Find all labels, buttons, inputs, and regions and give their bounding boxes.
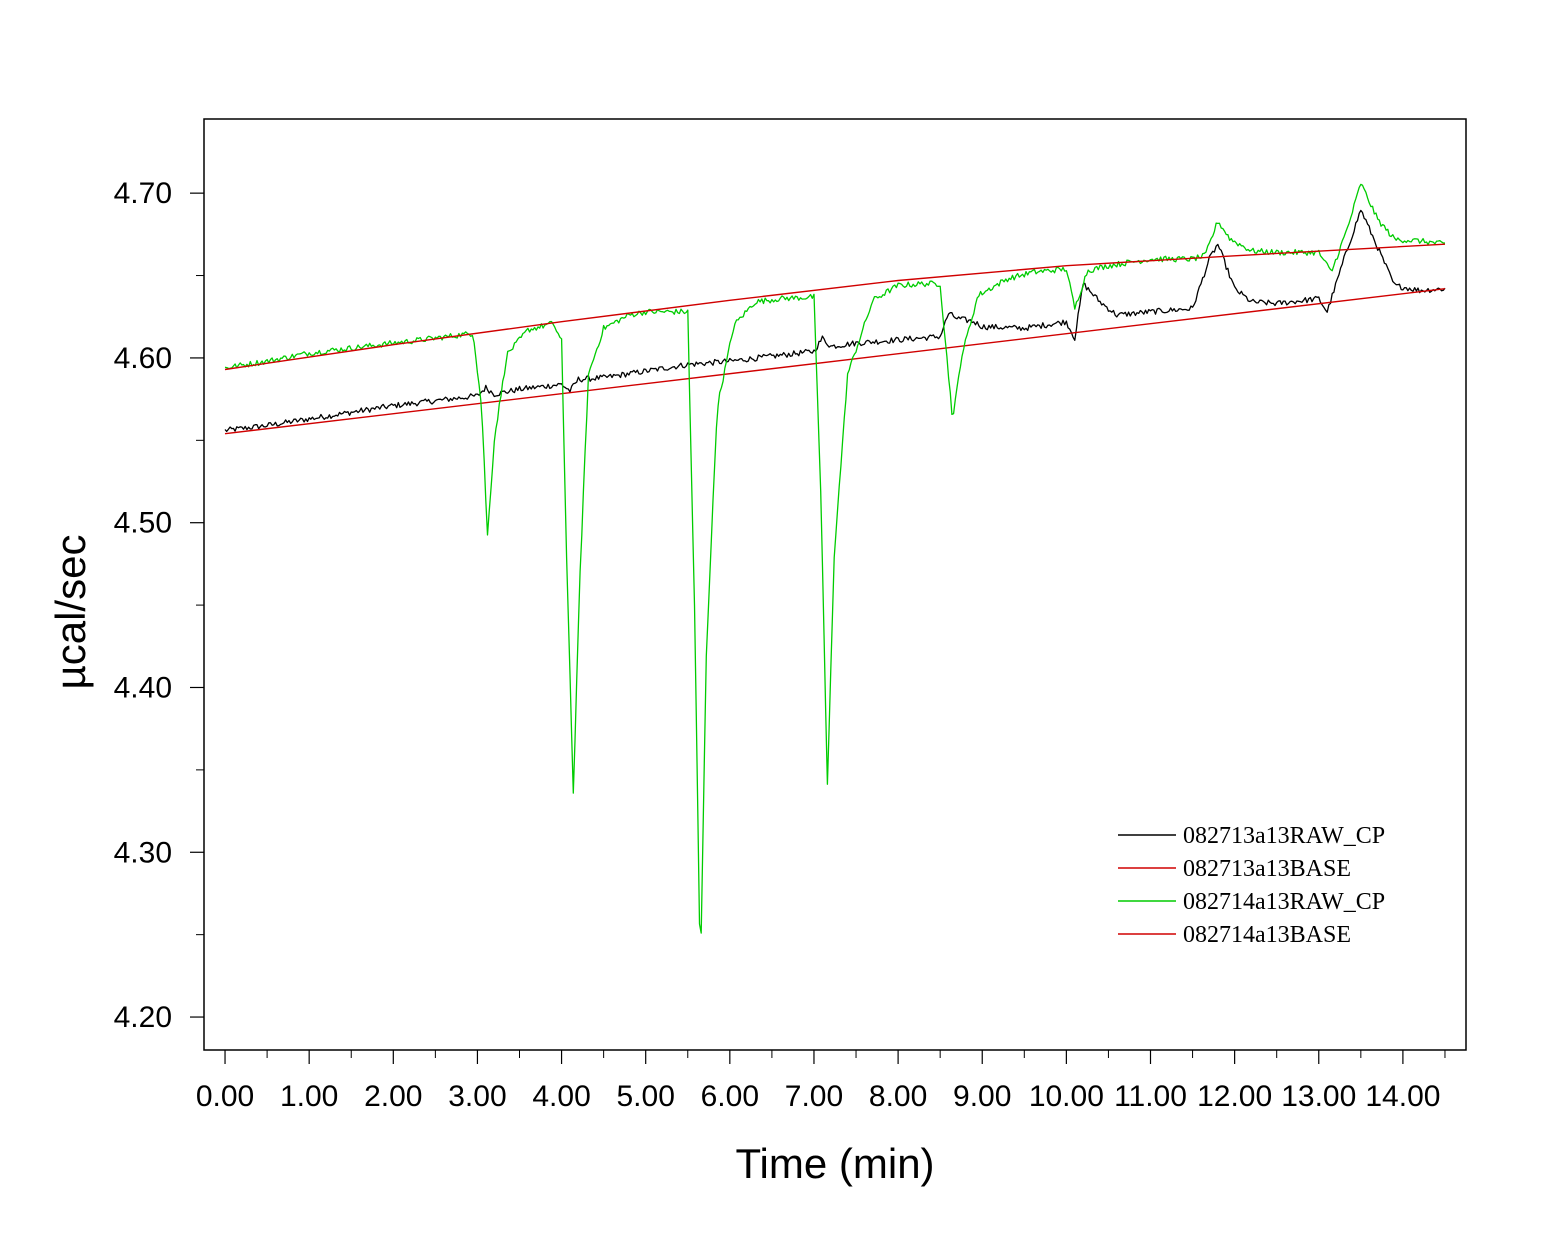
- x-tick-label: 12.00: [1197, 1080, 1272, 1113]
- x-tick-label: 9.00: [953, 1080, 1011, 1113]
- x-tick-label: 10.00: [1029, 1080, 1104, 1113]
- x-tick-label: 3.00: [448, 1080, 506, 1113]
- x-tick-label: 0.00: [196, 1080, 254, 1113]
- x-axis-title: Time (min): [735, 1140, 934, 1187]
- x-tick-label: 7.00: [785, 1080, 843, 1113]
- series-line-1: [224, 209, 1446, 433]
- x-tick-label: 11.00: [1114, 1080, 1187, 1113]
- legend-label: 082714a13BASE: [1183, 922, 1351, 948]
- y-tick-label: 4.50: [114, 507, 172, 540]
- series-layer: [224, 183, 1446, 934]
- series-line-2: [224, 288, 1446, 435]
- x-tick-label: 6.00: [701, 1080, 759, 1113]
- y-axis-title: µcal/sec: [47, 535, 94, 690]
- x-tick-label: 8.00: [869, 1080, 927, 1113]
- x-tick-label: 4.00: [532, 1080, 590, 1113]
- x-tick-label: 14.00: [1365, 1080, 1440, 1113]
- series-line-4: [224, 243, 1446, 371]
- x-axis-ticks: 0.00 1.00 2.00 3.00 4.00 5.00 6.00 7.00 8.00 9.00…: [196, 1050, 1446, 1113]
- series-line-3: [224, 183, 1446, 934]
- legend-label: 082713a13BASE: [1183, 856, 1351, 882]
- y-tick-label: 4.20: [114, 1001, 172, 1034]
- y-tick-label: 4.70: [114, 177, 172, 210]
- y-axis-ticks: 4.20 4.30 4.40 4.50 4.60 4.70: [114, 177, 204, 1034]
- x-tick-label: 13.00: [1281, 1080, 1356, 1113]
- y-tick-label: 4.30: [114, 836, 172, 869]
- y-tick-label: 4.40: [114, 671, 172, 704]
- legend-label: 082714a13RAW_CP: [1183, 889, 1385, 915]
- plot-frame: [203, 118, 1467, 1051]
- x-tick-label: 5.00: [617, 1080, 675, 1113]
- y-tick-label: 4.60: [114, 342, 172, 375]
- legend-label: 082713a13RAW_CP: [1183, 823, 1385, 849]
- legend: 082713a13RAW_CP 082713a13BASE 082714a13RAW…: [1118, 823, 1385, 948]
- x-tick-label: 1.00: [280, 1080, 338, 1113]
- x-tick-label: 2.00: [364, 1080, 422, 1113]
